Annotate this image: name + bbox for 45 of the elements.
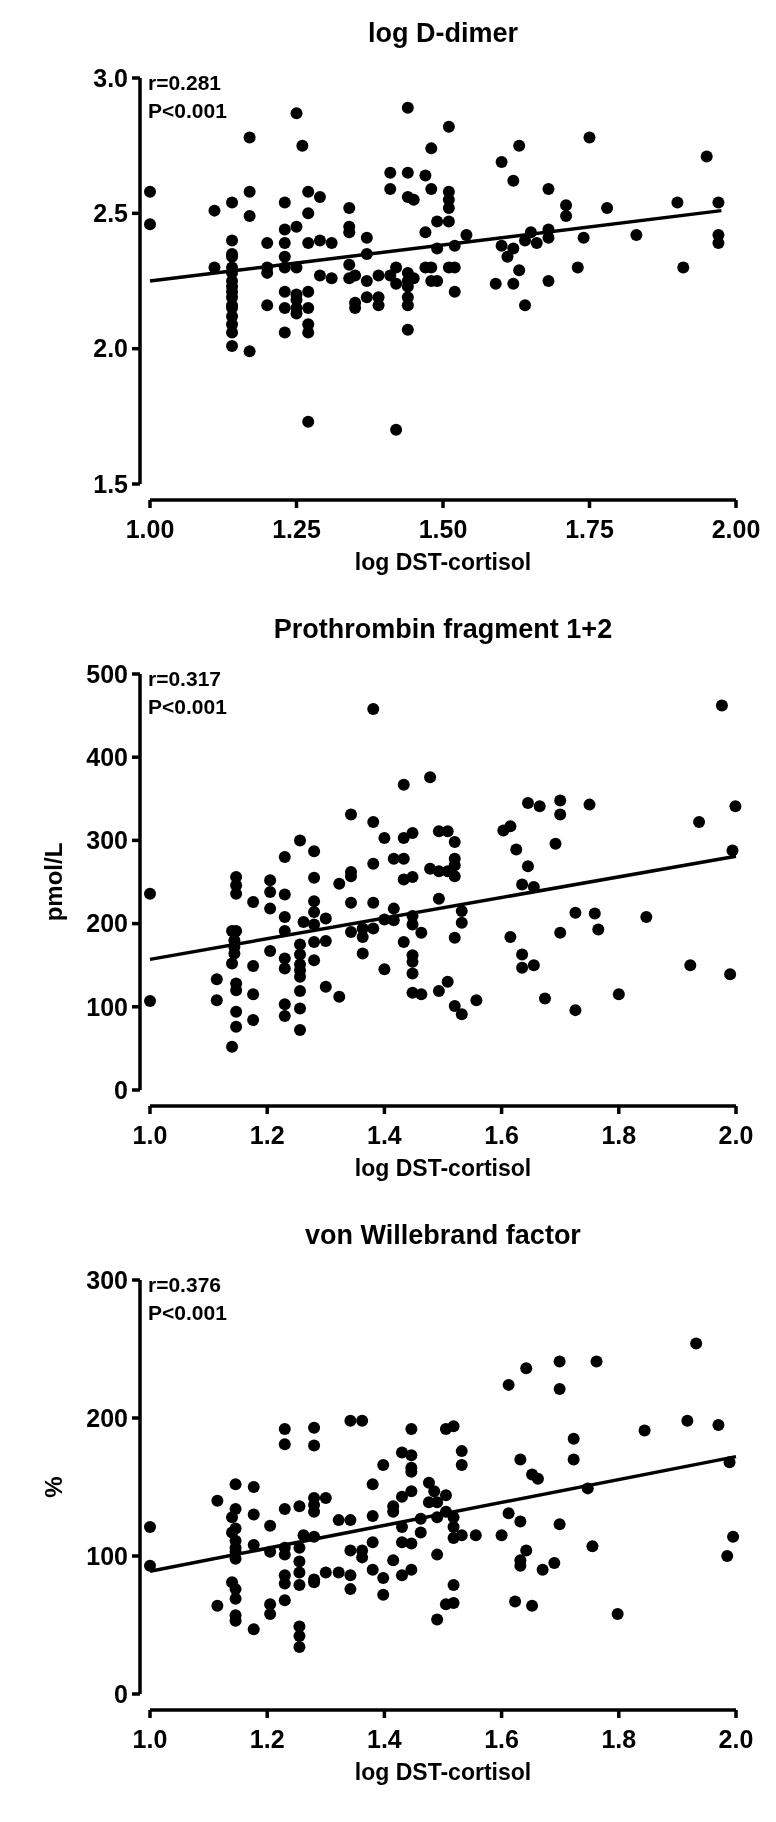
- x-axis-title: log DST-cortisol: [354, 549, 532, 575]
- x-tick-label: 1.8: [601, 1121, 637, 1149]
- x-tick-label: 1.00: [125, 515, 175, 543]
- y-tick-label: 0: [114, 1679, 128, 1708]
- x-tick-label: 1.6: [484, 1121, 519, 1149]
- chart-title: log D-dimer: [367, 18, 519, 48]
- chart-title: Prothrombin fragment 1+2: [273, 614, 613, 644]
- x-tick-label: 1.25: [272, 515, 321, 543]
- x-tick-label: 1.2: [249, 1725, 285, 1753]
- y-tick-label: 1.5: [93, 469, 129, 498]
- annotation: P<0.001: [148, 695, 228, 718]
- y-axis-title: %: [40, 1476, 67, 1498]
- x-tick-label: 1.50: [418, 515, 468, 543]
- chart-title: von Willebrand factor: [305, 1220, 582, 1250]
- annotation: P<0.001: [148, 99, 228, 122]
- x-tick-label: 1.0: [132, 1725, 168, 1753]
- annotation: r=0.317: [148, 667, 221, 690]
- x-tick-label: 1.8: [601, 1725, 637, 1753]
- annotation: r=0.281: [148, 71, 222, 94]
- x-tick-label: 2.0: [718, 1725, 754, 1753]
- annotation: r=0.376: [148, 1273, 221, 1296]
- y-tick-label: 3.0: [93, 63, 128, 92]
- y-tick-label: 200: [86, 909, 128, 938]
- y-tick-label: 500: [86, 659, 128, 688]
- y-tick-label: 100: [86, 1541, 128, 1570]
- x-tick-label: 1.75: [565, 515, 614, 543]
- x-axis-title: log DST-cortisol: [354, 1155, 532, 1181]
- y-tick-label: 200: [86, 1403, 128, 1432]
- x-tick-label: 1.4: [367, 1121, 402, 1149]
- y-tick-label: 2.0: [93, 334, 128, 363]
- x-tick-label: 2.00: [711, 515, 761, 543]
- y-tick-label: 300: [86, 1265, 128, 1294]
- x-tick-label: 2.0: [718, 1121, 754, 1149]
- x-tick-label: 1.0: [132, 1121, 168, 1149]
- x-tick-label: 1.6: [484, 1725, 519, 1753]
- x-tick-label: 1.2: [249, 1121, 285, 1149]
- annotation: P<0.001: [148, 1301, 228, 1324]
- x-tick-label: 1.4: [367, 1725, 402, 1753]
- y-tick-label: 0: [114, 1075, 128, 1104]
- y-tick-label: 300: [86, 826, 128, 855]
- y-tick-label: 100: [86, 992, 128, 1021]
- y-tick-label: 400: [86, 742, 128, 771]
- y-tick-label: 2.5: [93, 199, 129, 228]
- y-axis-title: pmol/L: [40, 842, 67, 922]
- x-axis-title: log DST-cortisol: [354, 1759, 532, 1785]
